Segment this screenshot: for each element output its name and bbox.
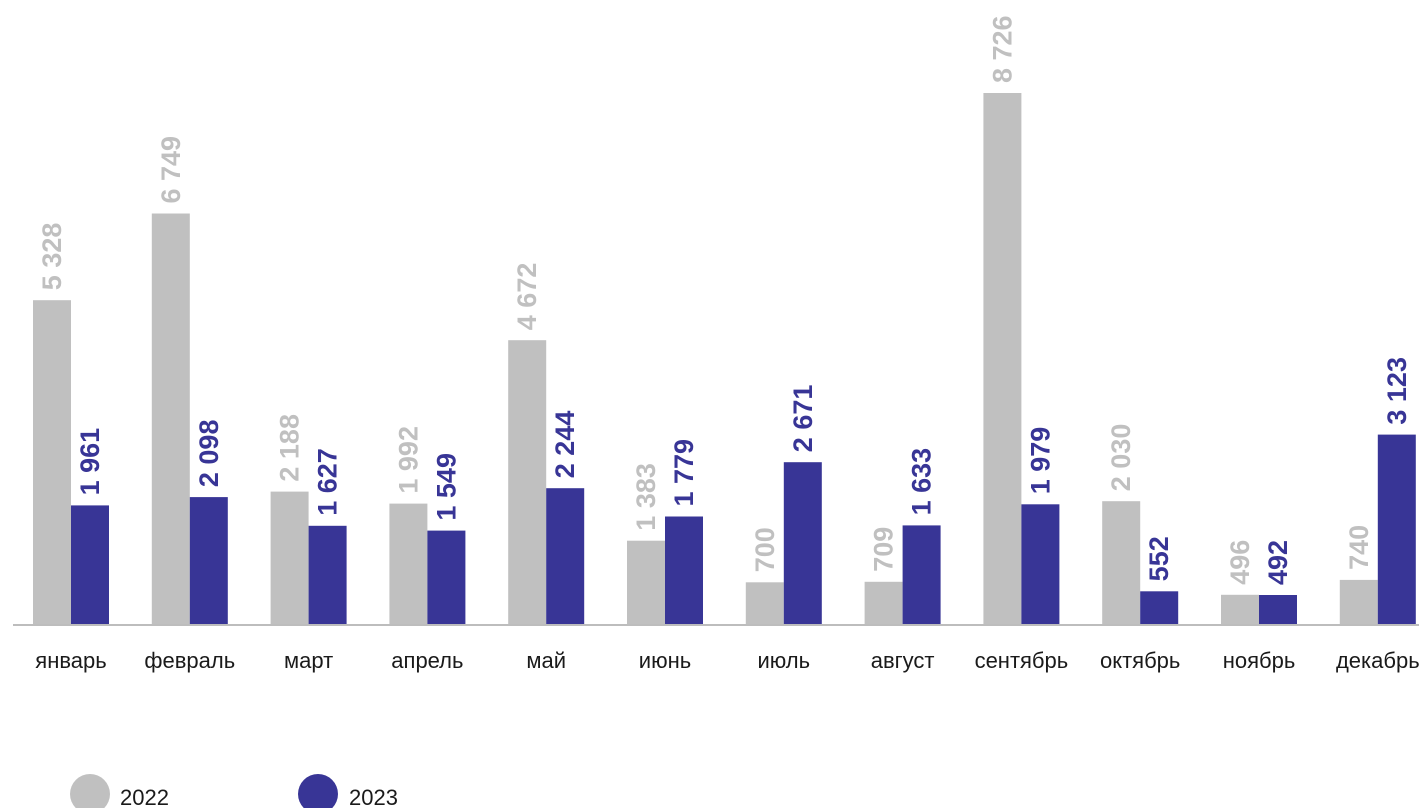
data-label-2023-декабрь: 3 123: [1382, 357, 1412, 425]
data-label-2023-июнь: 1 779: [669, 439, 699, 507]
bar-2023-сентябрь: [1021, 504, 1060, 625]
bar-2023-май: [546, 488, 585, 625]
x-tick-label-сентябрь: сентябрь: [975, 648, 1069, 673]
data-label-2022-октябрь: 2 030: [1106, 424, 1136, 492]
x-tick-label-август: август: [871, 648, 935, 673]
bar-2023-октябрь: [1140, 591, 1179, 625]
x-tick-label-ноябрь: ноябрь: [1223, 648, 1296, 673]
bar-2022-ноябрь: [1221, 594, 1259, 625]
x-tick-label-декабрь: декабрь: [1336, 648, 1419, 673]
x-tick-label-май: май: [526, 648, 566, 673]
x-tick-label-март: март: [284, 648, 333, 673]
bar-2023-июнь: [665, 516, 703, 625]
data-label-2022-март: 2 188: [275, 414, 305, 482]
bar-2022-май: [508, 340, 547, 625]
data-label-2022-июль: 700: [750, 527, 780, 572]
data-label-2022-сентябрь: 8 726: [987, 15, 1017, 83]
bar-2022-январь: [33, 300, 71, 625]
category-labels-layer: январь февраль март апрель май июнь июль август…: [35, 648, 1419, 673]
data-label-2023-сентябрь: 1 979: [1025, 427, 1055, 495]
x-tick-label-октябрь: октябрь: [1100, 648, 1180, 673]
x-tick-label-январь: январь: [35, 648, 106, 673]
legend-label-2023: 2023: [349, 785, 398, 808]
legend-swatch-2022: [70, 774, 110, 808]
bar-2023-август: [902, 525, 941, 625]
legend: 2022 2023: [70, 774, 398, 808]
data-label-2022-август: 709: [869, 527, 899, 572]
data-label-2022-май: 4 672: [512, 263, 542, 331]
bar-2022-сентябрь: [983, 93, 1022, 625]
bar-2022-июль: [745, 582, 784, 625]
bar-2023-июль: [783, 462, 822, 625]
bar-2023-март: [308, 525, 347, 625]
bar-2022-февраль: [151, 213, 190, 625]
data-label-2023-май: 2 244: [550, 411, 580, 479]
bar-2023-декабрь: [1377, 434, 1416, 625]
data-label-2022-декабрь: 740: [1344, 525, 1374, 570]
data-label-2023-август: 1 633: [907, 448, 937, 516]
x-tick-label-июнь: июнь: [639, 648, 691, 673]
data-label-2023-июль: 2 671: [788, 385, 818, 453]
bar-2022-март: [270, 491, 309, 625]
bar-2022-октябрь: [1102, 501, 1141, 625]
bar-2022-декабрь: [1339, 579, 1378, 625]
bar-2023-апрель: [427, 530, 466, 625]
legend-label-2022: 2022: [120, 785, 169, 808]
bar-2023-январь: [71, 505, 109, 625]
x-tick-label-июль: июль: [757, 648, 810, 673]
data-label-2023-апрель: 1 549: [431, 453, 461, 521]
data-label-2023-январь: 1 961: [75, 428, 105, 496]
data-label-2022-июнь: 1 383: [631, 463, 661, 531]
bar-2022-июнь: [627, 540, 665, 625]
bar-2023-февраль: [189, 497, 228, 625]
value-labels-layer: 5 328 1 961 6 749 2 098 2 188 1 627 1 992 1 549…: [37, 15, 1412, 585]
data-label-2023-февраль: 2 098: [194, 420, 224, 488]
data-label-2022-апрель: 1 992: [393, 426, 423, 494]
data-label-2023-март: 1 627: [313, 448, 343, 516]
legend-swatch-2023: [298, 774, 338, 808]
data-label-2022-ноябрь: 496: [1225, 540, 1255, 585]
x-tick-label-февраль: февраль: [144, 648, 235, 673]
bars-layer: [33, 93, 1416, 625]
bar-2022-апрель: [389, 503, 428, 625]
data-label-2023-октябрь: 552: [1144, 536, 1174, 581]
data-label-2022-февраль: 6 749: [156, 136, 186, 204]
data-label-2023-ноябрь: 492: [1263, 540, 1293, 585]
bar-2023-ноябрь: [1259, 595, 1297, 625]
bar-2022-август: [864, 581, 903, 625]
data-label-2022-январь: 5 328: [37, 223, 67, 291]
x-tick-label-апрель: апрель: [391, 648, 463, 673]
